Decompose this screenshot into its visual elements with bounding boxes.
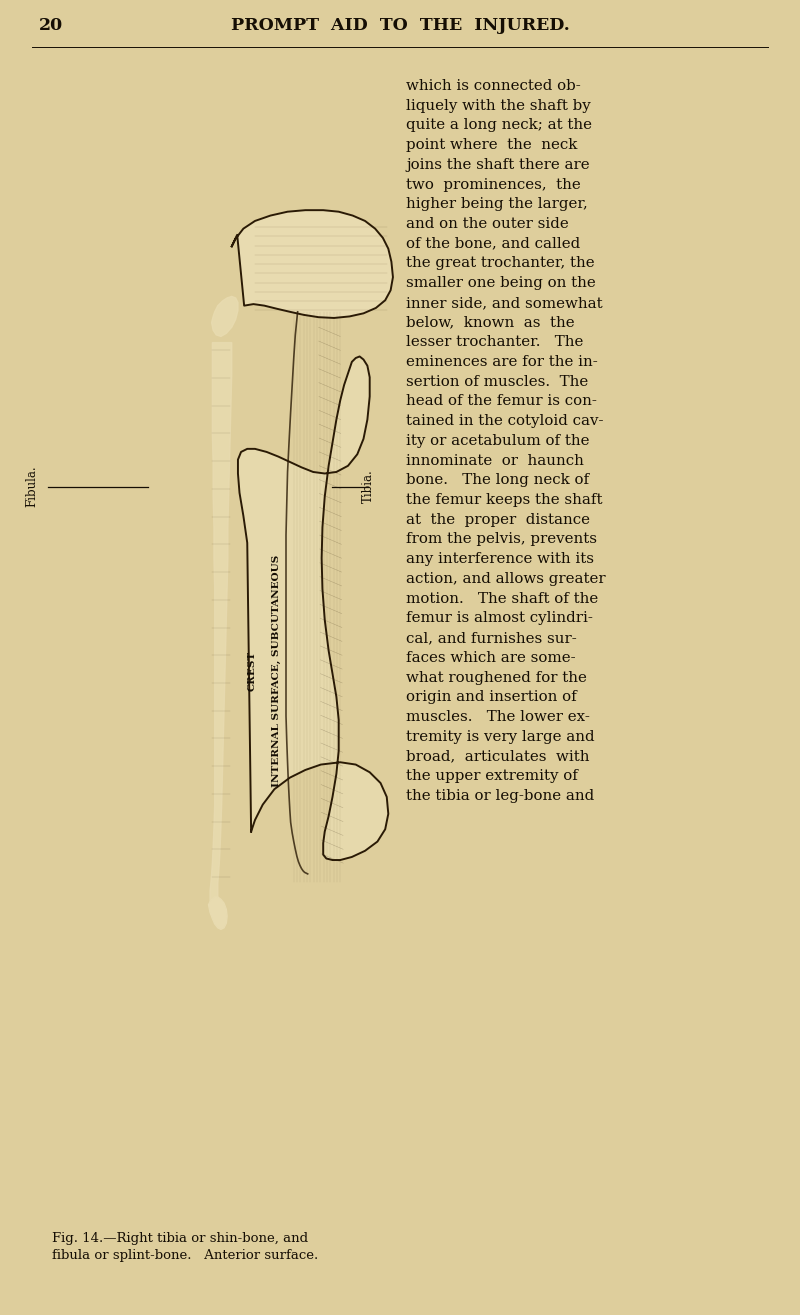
Text: Fibula.: Fibula. bbox=[26, 466, 38, 508]
Polygon shape bbox=[211, 296, 238, 337]
Text: 20: 20 bbox=[38, 17, 62, 34]
Polygon shape bbox=[210, 343, 232, 903]
Text: which is connected ob-
liquely with the shaft by
quite a long neck; at the
point: which is connected ob- liquely with the … bbox=[406, 79, 606, 803]
Polygon shape bbox=[209, 897, 227, 930]
Text: Tibia.: Tibia. bbox=[362, 469, 374, 504]
Text: INTERNAL SURFACE, SUBCUTANEOUS: INTERNAL SURFACE, SUBCUTANEOUS bbox=[271, 555, 281, 786]
Polygon shape bbox=[238, 356, 388, 860]
Text: Fig. 14.—Right tibia or shin-bone, and
fibula or splint-bone.   Anterior surface: Fig. 14.—Right tibia or shin-bone, and f… bbox=[52, 1232, 318, 1261]
Polygon shape bbox=[232, 210, 393, 318]
Text: PROMPT  AID  TO  THE  INJURED.: PROMPT AID TO THE INJURED. bbox=[230, 17, 570, 34]
Text: CREST: CREST bbox=[247, 651, 257, 690]
